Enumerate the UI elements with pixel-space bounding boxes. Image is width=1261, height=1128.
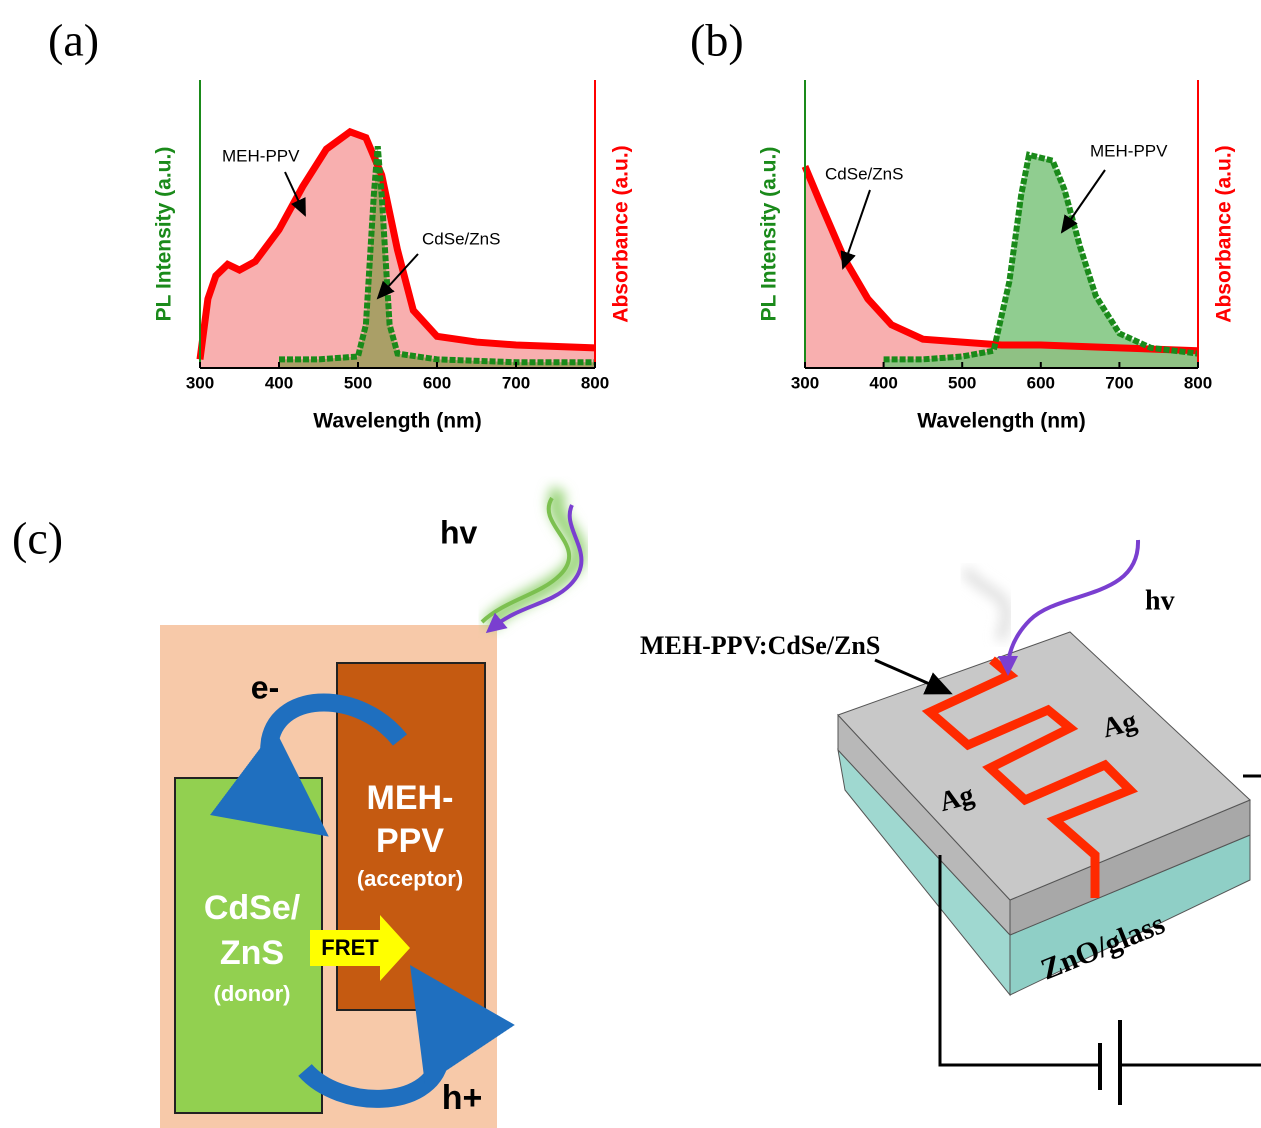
x-tick-label: 300	[186, 373, 214, 392]
fret-label: FRET	[321, 935, 379, 960]
donor-label: ZnS	[220, 934, 284, 972]
x-tick-label: 800	[581, 373, 609, 392]
x-tick-label: 600	[1027, 373, 1055, 392]
annotation: CdSe/ZnS	[422, 229, 500, 248]
y-axis-label: PL Intensity (a.u.)	[758, 147, 781, 322]
donor-label: CdSe/	[204, 889, 301, 927]
charts: (a) MEH-PPV CdSe/ZnS 300 400 500 600 700 800 Wave…	[48, 15, 1236, 433]
x-tick-label: 700	[502, 373, 530, 392]
x-tick-label: 700	[1105, 373, 1133, 392]
x-axis-label: Wavelength (nm)	[313, 410, 481, 433]
light-label: hv	[1145, 585, 1175, 616]
panel-label: (a)	[48, 15, 99, 66]
x-tick-label: 400	[869, 373, 897, 392]
electron-label: e-	[251, 669, 279, 705]
hole-label: h+	[442, 1079, 483, 1117]
energy-scheme: (c) hv MEH- PPV (acceptor) CdSe/ ZnS (do…	[12, 490, 581, 1128]
acceptor-label: PPV	[376, 822, 444, 860]
device: hv MEH-PPV:CdSe/ZnS Ag Ag ZnO/glass	[640, 540, 1261, 1105]
annotation: CdSe/ZnS	[825, 164, 903, 183]
light-label: hv	[440, 514, 478, 550]
light-glow	[965, 570, 1007, 640]
x-axis-label: Wavelength (nm)	[917, 410, 1085, 433]
x-tick-label: 400	[265, 373, 293, 392]
y2-axis-label: Absorbance (a.u.)	[1213, 145, 1236, 322]
x-tick-label: 500	[344, 373, 372, 392]
panel-label: (b)	[690, 15, 744, 66]
x-tick-label: 300	[791, 373, 819, 392]
x-tick-label: 500	[948, 373, 976, 392]
y-axis-label: PL Intensity (a.u.)	[153, 147, 176, 322]
y2-axis-label: Absorbance (a.u.)	[610, 145, 633, 322]
annotation-arrow	[843, 190, 870, 268]
donor-role: (donor)	[214, 981, 291, 1006]
figure: (a)MEH-PPVCdSe/ZnS300400500600700800Wave…	[0, 0, 1261, 1128]
acceptor-label: MEH-	[367, 779, 454, 817]
panel-label: (c)	[12, 513, 63, 564]
channel-label: MEH-PPV:CdSe/ZnS	[640, 631, 880, 660]
annotation: MEH-PPV	[1090, 141, 1168, 160]
annotation: MEH-PPV	[222, 146, 300, 165]
x-tick-label: 800	[1184, 373, 1212, 392]
x-tick-label: 600	[423, 373, 451, 392]
area	[884, 155, 1198, 368]
acceptor-role: (acceptor)	[357, 866, 463, 891]
